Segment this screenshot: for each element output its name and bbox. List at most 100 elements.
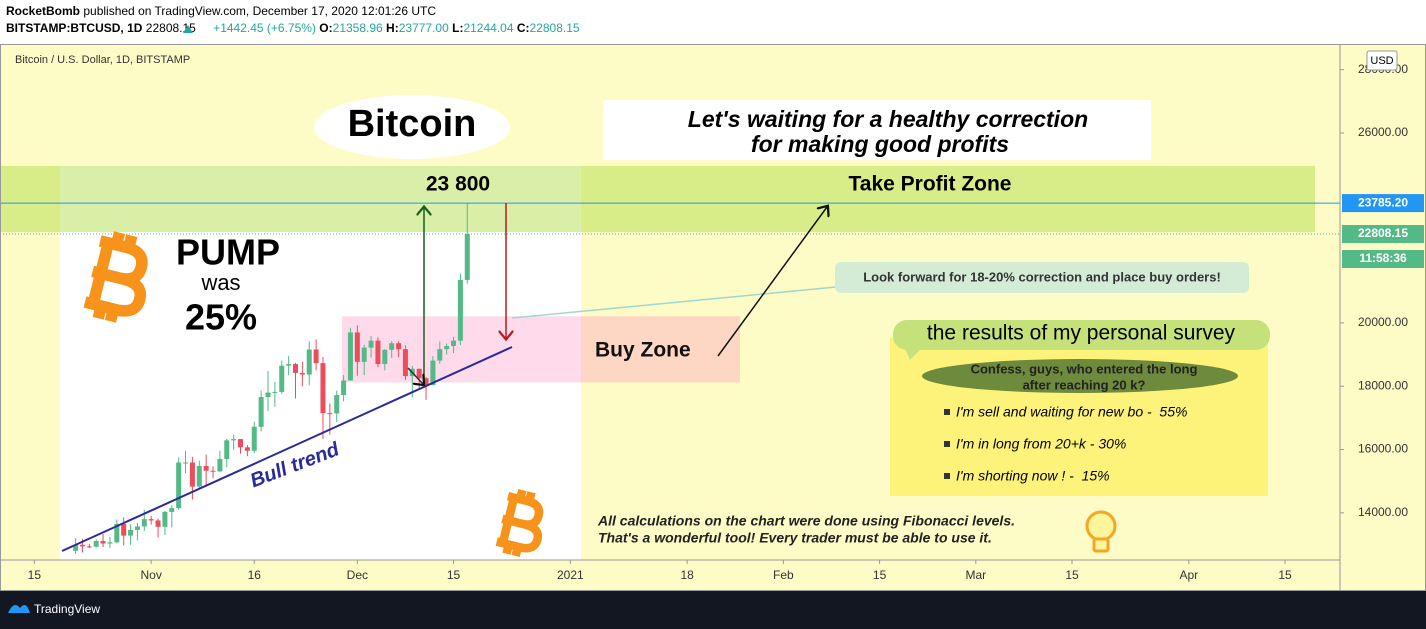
- candle-body: [306, 349, 312, 375]
- candle-body: [279, 365, 285, 392]
- y-tick-label: 14000.00: [1358, 505, 1408, 519]
- candle-body: [437, 349, 443, 361]
- candle-body: [128, 529, 134, 536]
- symbol: BITSTAMP:BTCUSD, 1D: [6, 21, 143, 35]
- candle-body: [416, 368, 422, 379]
- up-icon: [183, 25, 193, 33]
- candle-body: [162, 511, 168, 527]
- zone-label: Buy Zone: [595, 339, 691, 362]
- ohlc-key: O:: [319, 21, 332, 35]
- publisher: RocketBomb: [6, 4, 80, 18]
- candle-body: [430, 360, 436, 385]
- candle-body: [347, 332, 353, 381]
- candle-body: [299, 372, 305, 375]
- footer-bar: [0, 591, 1426, 629]
- x-tick-label: Apr: [1179, 568, 1198, 582]
- x-tick-label: 16: [248, 568, 262, 582]
- survey-title: the results of my personal survey: [927, 322, 1236, 345]
- candle-body: [93, 541, 99, 547]
- candle-body: [265, 392, 271, 397]
- candle-body: [396, 343, 402, 350]
- bullet: [944, 441, 950, 447]
- survey-item: I'm shorting now ! - 15%: [956, 468, 1110, 484]
- candle-body: [203, 465, 209, 471]
- bullet: [944, 409, 950, 415]
- price-tag: [1342, 194, 1424, 213]
- survey-item: I'm in long from 20+k - 30%: [956, 436, 1126, 452]
- white-area: [60, 166, 581, 560]
- connector: [511, 286, 837, 319]
- candle-body: [382, 349, 388, 365]
- candle-body: [176, 462, 182, 509]
- candle-body: [286, 364, 292, 366]
- candle-body: [238, 439, 244, 448]
- candle-body: [334, 395, 340, 414]
- survey-question: after reaching 20 k?: [1023, 377, 1146, 392]
- candle-body: [114, 523, 120, 543]
- candle-body: [73, 544, 79, 551]
- bullet: [944, 473, 950, 479]
- candle-body: [189, 462, 195, 487]
- candle-body: [155, 520, 161, 527]
- header-line: RocketBomb published on TradingView.com,…: [6, 4, 436, 18]
- arrow: [717, 207, 827, 357]
- candle-body: [231, 439, 237, 441]
- ohlc-value: 21358.96: [333, 21, 383, 35]
- coin-label: Bitcoin: [348, 103, 477, 145]
- x-tick-label: 18: [680, 568, 694, 582]
- x-tick-label: Mar: [965, 568, 986, 582]
- ohlc-key: C:: [517, 21, 530, 35]
- callout-box: [835, 262, 1249, 293]
- candle-body: [272, 391, 278, 393]
- candle-body: [320, 363, 326, 414]
- note: for making good profits: [751, 131, 1009, 157]
- currency-box: [1366, 50, 1398, 71]
- survey-title-box: [893, 320, 1270, 350]
- countdown: 11:58:36: [1359, 251, 1407, 265]
- y-tick-label: 20000.00: [1358, 315, 1408, 329]
- trend-line: [61, 346, 513, 552]
- candle-body: [313, 349, 319, 364]
- zone: [0, 165, 1315, 233]
- y-tick-label: 26000.00: [1358, 125, 1408, 139]
- survey-item: I'm sell and waiting for new bo - 55%: [956, 404, 1187, 420]
- published: published on TradingView.com, December 1…: [83, 4, 436, 18]
- coin-bubble: [314, 95, 510, 159]
- candle-body: [121, 523, 127, 536]
- candle-body: [341, 380, 347, 396]
- x-tick-label: Nov: [141, 568, 162, 582]
- candle-body: [141, 519, 147, 527]
- survey-question-bubble: [922, 359, 1238, 393]
- survey-question: Confess, guys, who entered the long: [971, 361, 1198, 376]
- candle-body: [389, 343, 395, 350]
- x-tick-label: 15: [28, 568, 42, 582]
- target-label: 23 800: [426, 173, 490, 196]
- price-tag-label: 22808.15: [1358, 226, 1408, 240]
- x-tick-label: Dec: [347, 568, 368, 582]
- candle-body: [451, 340, 457, 347]
- x-tick-label: 15: [873, 568, 887, 582]
- pump: PUMP: [176, 232, 280, 273]
- candle-body: [196, 465, 202, 487]
- zone-label: Take Profit Zone: [849, 173, 1012, 196]
- brand-logo: [8, 604, 30, 613]
- candle-body: [258, 396, 264, 427]
- ohlc-value: 21244.04: [463, 21, 513, 35]
- candle-body: [210, 470, 216, 472]
- candle-body: [368, 340, 374, 348]
- candle-body: [79, 544, 85, 547]
- candle-body: [292, 364, 298, 373]
- pump-was: was: [200, 270, 240, 295]
- candle-body: [361, 347, 367, 362]
- y-tick-label: 18000.00: [1358, 378, 1408, 392]
- note: Let's waiting for a healthy correction: [688, 106, 1088, 132]
- pump-pct: 25%: [185, 297, 257, 338]
- brand: TradingView: [34, 602, 100, 616]
- price: 22808.15: [146, 21, 196, 35]
- ohlc-key: L:: [452, 21, 463, 35]
- x-tick-label: 15: [1278, 568, 1292, 582]
- candle-body: [134, 526, 140, 530]
- callout: Look forward for 18-20% correction and p…: [863, 269, 1221, 284]
- candle-body: [464, 234, 470, 280]
- candle-body: [183, 462, 189, 464]
